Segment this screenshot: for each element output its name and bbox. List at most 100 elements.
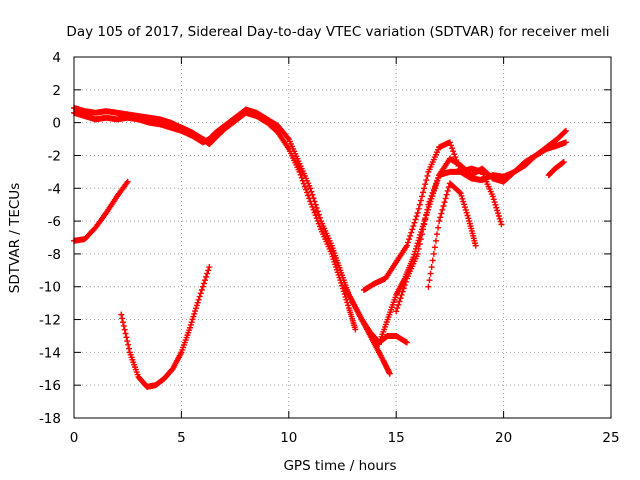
- data-point: [119, 315, 126, 322]
- grid-lines: [74, 57, 611, 418]
- data-point: [402, 278, 409, 285]
- data-point: [441, 199, 448, 206]
- data-point: [414, 209, 421, 216]
- data-point: [432, 237, 439, 244]
- plot-frame: [73, 56, 612, 419]
- data-point: [432, 181, 439, 188]
- data-point: [418, 231, 425, 238]
- data-point: [204, 270, 211, 277]
- data-point: [442, 195, 449, 202]
- data-point: [436, 218, 443, 225]
- data-point: [300, 180, 307, 187]
- data-point: [417, 236, 424, 243]
- data-point: [191, 310, 198, 317]
- y-axis-ticks: -18 -16 -14 -12 -10 -8 -6 -4 -2 0 2 4: [39, 50, 611, 427]
- data-point: [434, 231, 441, 238]
- data-point: [190, 313, 197, 320]
- data-point: [423, 177, 430, 184]
- data-point: [344, 299, 351, 306]
- data-point: [415, 205, 422, 212]
- data-point: [420, 226, 427, 233]
- series-track-u-bottom: [118, 264, 213, 390]
- data-point: [423, 211, 430, 218]
- data-point: [407, 232, 414, 239]
- data-point: [124, 338, 131, 345]
- data-point: [309, 203, 316, 210]
- data-point: [202, 277, 209, 284]
- data-point: [416, 241, 423, 248]
- y-tick-label: -10: [39, 280, 61, 296]
- data-point: [456, 189, 463, 196]
- data-point: [406, 236, 413, 243]
- data-point: [438, 210, 445, 217]
- x-tick-label: 0: [70, 430, 79, 446]
- chart-title: Day 105 of 2017, Sidereal Day-to-day VTE…: [66, 24, 609, 40]
- data-point: [424, 172, 431, 179]
- data-point: [304, 189, 311, 196]
- data-point: [199, 283, 206, 290]
- x-tick-label: 15: [388, 430, 405, 446]
- data-point: [125, 345, 132, 352]
- data-point: [431, 244, 438, 251]
- data-point: [498, 221, 505, 228]
- data-point: [205, 267, 212, 274]
- data-point: [451, 151, 458, 158]
- y-tick-label: -14: [39, 345, 61, 361]
- y-tick-label: -8: [48, 247, 61, 263]
- data-point: [435, 175, 442, 182]
- data-point: [297, 171, 304, 178]
- data-point: [434, 178, 441, 185]
- y-tick-label: -18: [39, 411, 61, 427]
- y-tick-label: -2: [48, 148, 61, 164]
- data-point: [449, 145, 456, 152]
- data-point: [395, 301, 402, 308]
- data-point: [313, 204, 320, 211]
- data-point: [460, 198, 467, 205]
- data-point: [197, 290, 204, 297]
- data-point: [311, 209, 318, 216]
- data-point: [459, 195, 466, 202]
- data-point: [386, 370, 393, 377]
- data-point: [120, 322, 127, 329]
- data-point: [296, 168, 303, 175]
- data-point: [472, 242, 479, 249]
- data-point: [429, 257, 436, 264]
- data-point: [424, 206, 431, 213]
- data-point: [428, 192, 435, 199]
- data-point: [415, 245, 422, 252]
- data-point: [396, 298, 403, 305]
- data-point: [430, 186, 437, 193]
- data-point: [494, 207, 501, 214]
- data-point: [122, 330, 129, 337]
- data-point: [490, 196, 497, 203]
- data-point: [435, 224, 442, 231]
- data-point: [307, 185, 314, 192]
- data-point: [444, 187, 451, 194]
- data-point: [410, 223, 417, 230]
- data-point: [497, 218, 504, 225]
- data-point: [450, 148, 457, 155]
- data-point: [343, 296, 350, 303]
- data-point: [193, 305, 200, 312]
- data-point: [203, 273, 210, 280]
- data-point: [428, 264, 435, 271]
- x-tick-label: 10: [280, 430, 297, 446]
- data-point: [399, 288, 406, 295]
- data-point: [437, 214, 444, 221]
- data-point: [125, 341, 132, 348]
- data-point: [403, 242, 410, 249]
- x-tick-label: 5: [177, 430, 186, 446]
- data-point: [495, 213, 502, 220]
- data-point: [439, 206, 446, 213]
- y-tick-label: -16: [39, 378, 61, 394]
- data-point: [119, 319, 126, 326]
- data-point: [408, 229, 415, 236]
- data-point: [338, 279, 345, 286]
- y-tick-label: -12: [39, 313, 61, 329]
- data-point: [193, 302, 200, 309]
- data-point: [337, 277, 344, 284]
- data-point: [457, 190, 464, 197]
- data-point: [397, 295, 404, 302]
- data-point: [314, 217, 321, 224]
- data-point: [427, 195, 434, 202]
